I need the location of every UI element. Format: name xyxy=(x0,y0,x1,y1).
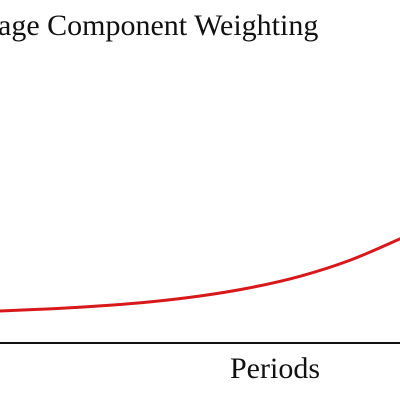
x-axis-label: Periods xyxy=(230,352,320,385)
chart-title: age Component Weighting xyxy=(0,9,318,42)
series-line-0 xyxy=(0,237,400,313)
plot-area xyxy=(0,237,400,313)
